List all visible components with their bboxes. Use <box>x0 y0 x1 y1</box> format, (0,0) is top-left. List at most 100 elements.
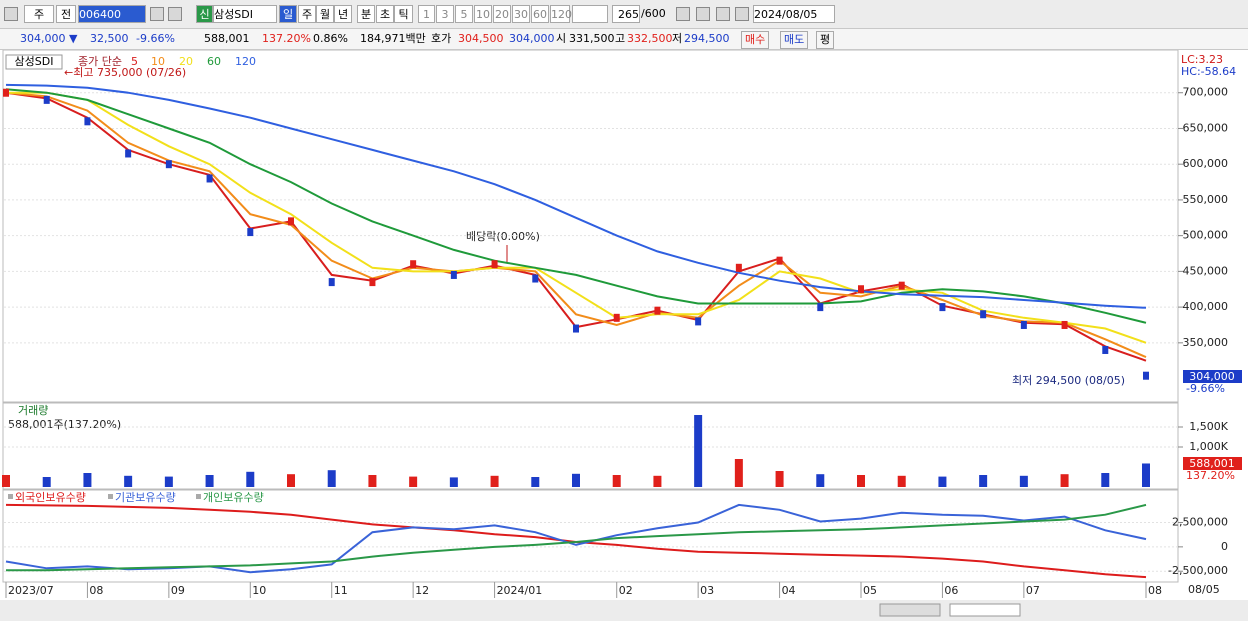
date-input[interactable]: 2024/08/05 <box>753 5 835 23</box>
volume-bar <box>164 476 173 487</box>
volume-bar <box>1019 475 1028 487</box>
price-candle <box>1061 320 1068 329</box>
interval-button[interactable]: 30 <box>512 5 530 23</box>
price-candle <box>1102 345 1109 354</box>
volume-title: 거래량 <box>18 404 48 417</box>
x-tick-label: 04 <box>782 584 796 597</box>
volume-bar <box>124 475 133 487</box>
count-input[interactable]: 265 <box>612 5 640 23</box>
y-tick-label: 350,000 <box>1183 336 1229 349</box>
x-tick-label: 06 <box>944 584 958 597</box>
volume-bar <box>205 475 214 487</box>
series-line <box>5 83 1147 309</box>
last-volume: 588,001 <box>1189 457 1235 470</box>
zoom-slider[interactable] <box>949 603 1021 617</box>
interval-button[interactable]: 10 <box>474 5 492 23</box>
code-input[interactable]: 006400 <box>78 5 146 23</box>
scrollbar[interactable] <box>0 600 1248 621</box>
legend-entry: 개인보유수량 <box>203 491 264 504</box>
price-candle <box>776 256 783 265</box>
name-select[interactable]: 삼성SDI <box>213 5 277 23</box>
change: 32,500 <box>90 32 129 45</box>
volume-bar <box>83 473 92 487</box>
price-candle <box>328 278 335 287</box>
last-price: 304,000 <box>1189 370 1235 383</box>
x-tick-label: 05 <box>863 584 877 597</box>
volume-bar <box>734 459 743 487</box>
y-tick-label: 500,000 <box>1183 229 1229 242</box>
x-tick-label: 02 <box>619 584 633 597</box>
interval-button[interactable]: 5 <box>455 5 473 23</box>
volume-bar <box>327 470 336 487</box>
interval-button[interactable]: 3 <box>436 5 454 23</box>
y-tick-label: 400,000 <box>1183 300 1229 313</box>
legend-swatch <box>196 494 201 499</box>
period-button[interactable]: 주 <box>298 5 316 23</box>
price-candle <box>858 285 864 294</box>
market-select[interactable]: 주 <box>24 5 54 23</box>
sound-icon[interactable] <box>168 7 182 21</box>
price-candle <box>288 217 294 226</box>
price-candle <box>206 174 213 183</box>
period-button[interactable]: 일 <box>279 5 297 23</box>
price-candle <box>3 88 9 97</box>
volume-bar <box>449 477 458 487</box>
period-button[interactable]: 분 <box>357 5 375 23</box>
period-button[interactable]: 월 <box>316 5 334 23</box>
volume-bar <box>572 473 580 487</box>
scroll-buttons[interactable] <box>879 603 941 617</box>
menu-icon[interactable] <box>4 7 18 21</box>
x-tick-label: 07 <box>1026 584 1040 597</box>
interval-button[interactable]: 120 <box>550 5 572 23</box>
y-tick-label: -2,500,000 <box>1168 564 1228 577</box>
period-button[interactable]: 초 <box>376 5 394 23</box>
interval-button[interactable]: 1 <box>418 5 435 23</box>
volume-pct: 137.20% <box>262 32 311 45</box>
price-candle <box>695 317 702 326</box>
tool-icon[interactable] <box>696 7 710 21</box>
last-price-box <box>1183 370 1242 383</box>
y-tick-label: 1,500K <box>1189 420 1228 433</box>
lc-label: LC:3.23 <box>1181 53 1223 66</box>
y-tick-label: 1,000K <box>1189 440 1228 453</box>
price-candle <box>898 281 905 290</box>
x-tick-label: 08 <box>1148 584 1162 597</box>
toolbar: 주 전 006400 신 삼성SDI 일 주 월 년 분 초 틱 1 3 5 1… <box>0 0 1248 29</box>
volume-bar <box>1142 463 1150 487</box>
y-tick-label: 550,000 <box>1183 193 1229 206</box>
price-candle <box>939 303 946 312</box>
bid: 304,000 <box>509 32 555 45</box>
price-candle <box>980 310 987 319</box>
high-annotation: ←최고 735,000 (07/26) <box>64 66 186 79</box>
range-button[interactable]: 전 <box>56 5 76 23</box>
ask-label: 호가 <box>431 32 452 45</box>
interval-select[interactable] <box>572 5 608 23</box>
high-label: 고 <box>615 32 626 45</box>
sell-button[interactable]: 매도 <box>780 31 809 49</box>
last-volume-change: 137.20% <box>1186 469 1235 482</box>
period-button[interactable]: 년 <box>334 5 352 23</box>
volume-bar <box>816 474 825 487</box>
x-tick-label: 08 <box>89 584 103 597</box>
tool-icon[interactable] <box>676 7 690 21</box>
interval-button[interactable]: 20 <box>493 5 511 23</box>
ask: 304,500 <box>458 32 504 45</box>
volume-bar <box>287 474 295 487</box>
price-candle <box>735 263 742 272</box>
period-button[interactable]: 틱 <box>394 5 413 23</box>
legend-swatch <box>108 494 113 499</box>
price-candle <box>491 260 498 269</box>
settings-icon[interactable] <box>735 7 749 21</box>
x-tick-label: 03 <box>700 584 714 597</box>
legend-swatch <box>8 494 13 499</box>
volume-panel <box>2 402 1179 490</box>
interval-button[interactable]: 60 <box>531 5 549 23</box>
price-candle <box>573 324 579 333</box>
search-icon[interactable] <box>150 7 164 21</box>
buy-button[interactable]: 매수 <box>741 31 770 49</box>
y-tick-label: 450,000 <box>1183 264 1229 277</box>
tool-icon[interactable] <box>716 7 730 21</box>
legend-entry: 20 <box>179 55 193 68</box>
eval-button[interactable]: 평 <box>816 31 835 49</box>
legend-entry: 기관보유수량 <box>115 491 176 504</box>
